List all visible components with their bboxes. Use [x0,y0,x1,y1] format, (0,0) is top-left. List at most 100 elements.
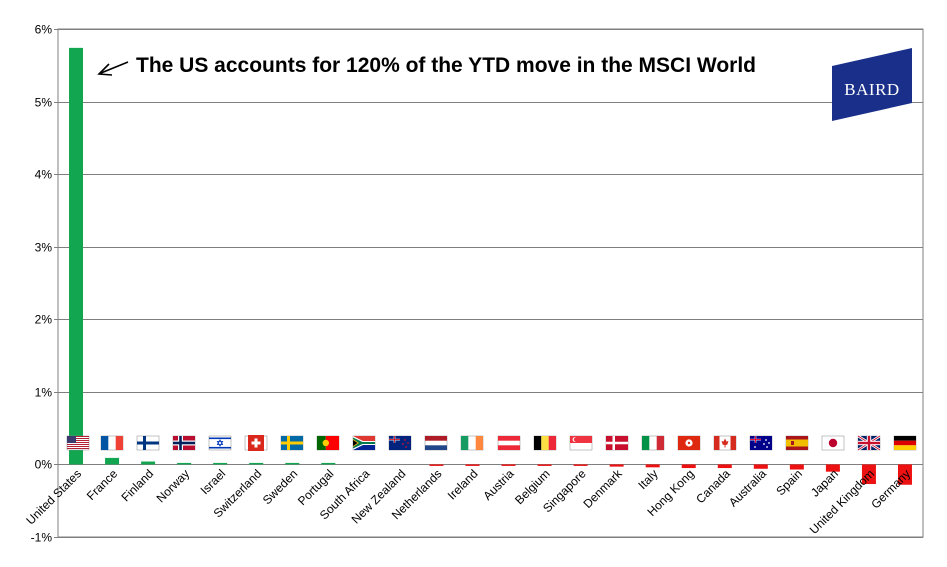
flag-part [730,436,736,450]
y-tick-label: 3% [35,241,53,255]
flag-part [755,436,756,443]
flag-part [894,445,916,450]
flag-ireland-icon [460,435,484,451]
flag-japan-icon [821,435,845,451]
flag-part [67,448,89,449]
bar [573,464,588,466]
logo-banner [832,48,912,121]
flag-sweden-icon [280,435,304,451]
flag-part [714,436,720,450]
bar [897,464,912,485]
y-tick-label: 5% [35,96,53,110]
x-category-label: United States [23,467,84,528]
flag-part [656,436,664,450]
flag-background [208,435,232,451]
flag-part [721,438,729,448]
flag-part [325,436,339,450]
bar [429,464,444,466]
flag-uk-icon [857,434,881,452]
bar [141,461,156,465]
x-category-label: Finland [118,467,156,505]
flag-part [534,436,542,450]
logo-text: BAIRD [844,80,899,99]
flags [66,434,917,452]
bar [789,464,804,470]
flag-austria-icon [497,435,521,451]
annotation-arrow-head [97,63,113,76]
flag-part [67,442,89,443]
flag-part [425,445,447,450]
x-category-label: Denmark [580,466,625,511]
flag-new-zealand-icon [388,435,412,451]
x-category-label: Australia [726,466,769,509]
flag-israel-icon [208,435,232,451]
y-tick-label: 4% [35,168,53,182]
flag-part [791,441,794,445]
y-tick-label: 0% [35,458,53,472]
bar [177,462,192,465]
bar [69,47,84,465]
flag-denmark-icon [605,435,629,451]
annotation: The US accounts for 120% of the YTD move… [97,54,756,77]
flag-part [573,437,579,442]
flag-portugal-icon [316,435,340,451]
flag-part [281,441,303,445]
flag-part [394,436,395,443]
flag-part [67,438,89,439]
flag-part [115,436,123,450]
flag-part [67,446,89,447]
flag-part [766,446,768,448]
x-category-label: Italy [635,467,660,492]
bar [501,464,516,466]
bar [753,464,768,469]
flag-part [475,436,483,450]
bar [105,457,120,465]
flag-part [786,439,808,447]
flag-part [353,436,375,443]
flag-netherlands-icon [424,435,448,451]
bars [69,47,912,485]
y-axis-tick-labels: -1% 0% 1% 2% 3% 4% 5% 6% [31,23,53,545]
flag-part [687,441,691,445]
flag-part [894,436,916,441]
flag-part [216,440,224,447]
flag-belgium-icon [533,435,557,451]
flag-part [768,442,770,444]
x-category-label: Japan [808,467,841,500]
flag-part [251,441,261,445]
flag-norway-icon [172,435,196,451]
bar [213,462,228,465]
flag-part [763,443,765,445]
flag-spain-icon [785,435,809,451]
flag-part [216,439,224,446]
y-tick-label: -1% [31,531,53,545]
y-tick-label: 1% [35,386,53,400]
flag-part [541,436,549,450]
flag-part [570,436,592,443]
flag-part [498,445,520,450]
bar [861,464,876,485]
flag-south-africa-icon [352,435,376,451]
bar [321,462,336,465]
flag-part [425,436,447,441]
flag-part [67,436,89,437]
bar [825,464,840,472]
flag-part [173,441,195,445]
flag-part [317,436,326,450]
x-category-label: France [84,466,121,503]
grid-lines [54,28,924,538]
flag-us-icon [66,435,90,451]
flag-part [858,441,880,445]
flag-part [894,440,916,446]
flag-finland-icon [136,435,160,451]
flag-part [353,440,358,446]
flag-part [548,436,556,450]
y-tick-label: 2% [35,313,53,327]
flag-part [209,437,231,440]
flag-part [754,446,756,448]
bar [609,464,624,467]
annotation-arrow-shaft [100,61,129,74]
